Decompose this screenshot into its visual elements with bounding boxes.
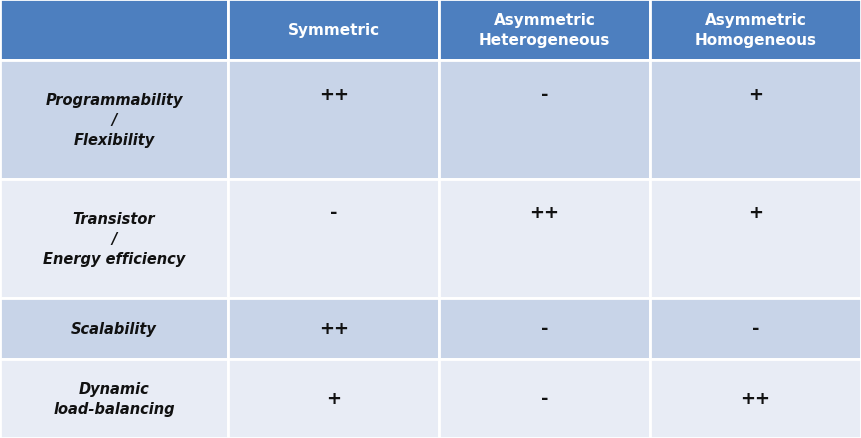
Bar: [0, 0, 228, 61]
Bar: [228, 359, 439, 438]
Bar: [439, 61, 650, 180]
Text: Dynamic
load-balancing: Dynamic load-balancing: [53, 381, 175, 416]
Bar: [228, 180, 439, 298]
Bar: [650, 298, 861, 359]
Text: -: -: [541, 85, 548, 103]
Text: Transistor
/
Energy efficiency: Transistor / Energy efficiency: [43, 212, 185, 266]
Text: Programmability
/
Flexibility: Programmability / Flexibility: [46, 93, 183, 148]
Bar: [228, 0, 439, 61]
Text: +: +: [326, 389, 341, 408]
Bar: [0, 180, 228, 298]
Text: -: -: [752, 319, 759, 338]
Text: +: +: [748, 204, 763, 222]
Bar: [0, 359, 228, 438]
Bar: [228, 298, 439, 359]
Bar: [228, 61, 439, 180]
Text: ++: ++: [319, 85, 349, 103]
Text: -: -: [330, 204, 338, 222]
Text: Symmetric: Symmetric: [288, 23, 380, 38]
Bar: [650, 0, 861, 61]
Text: Asymmetric
Homogeneous: Asymmetric Homogeneous: [695, 13, 816, 48]
Text: -: -: [541, 389, 548, 408]
Bar: [439, 298, 650, 359]
Text: -: -: [541, 319, 548, 338]
Bar: [0, 298, 228, 359]
Bar: [439, 359, 650, 438]
Bar: [650, 61, 861, 180]
Bar: [439, 180, 650, 298]
Text: Asymmetric
Heterogeneous: Asymmetric Heterogeneous: [479, 13, 610, 48]
Bar: [650, 180, 861, 298]
Text: +: +: [748, 85, 763, 103]
Bar: [650, 359, 861, 438]
Bar: [439, 0, 650, 61]
Text: Scalability: Scalability: [71, 321, 157, 336]
Text: ++: ++: [740, 389, 771, 408]
Bar: [0, 61, 228, 180]
Text: ++: ++: [530, 204, 560, 222]
Text: ++: ++: [319, 319, 349, 338]
